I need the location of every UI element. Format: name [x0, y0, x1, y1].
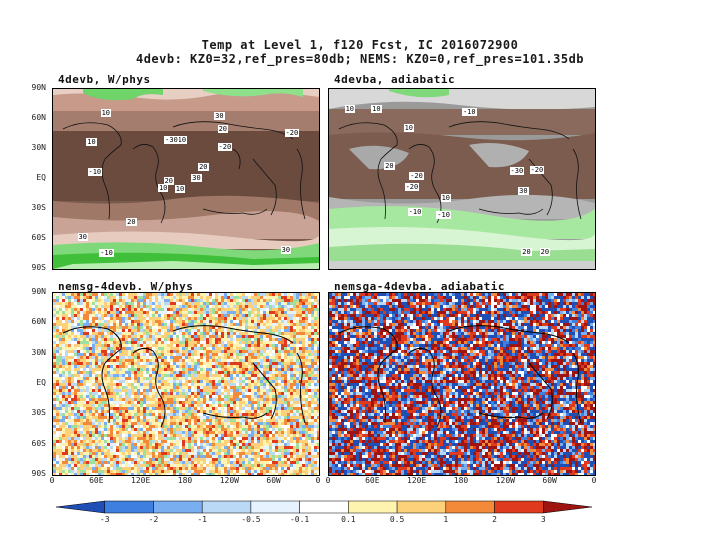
contour-label: 30 [77, 232, 88, 241]
colorbar-segment [153, 500, 203, 514]
contour-label: -10 [99, 248, 114, 257]
colorbar [56, 500, 592, 514]
lat-label: 30N [31, 143, 46, 152]
lon-label: 60W [266, 476, 281, 485]
map-bottom-left [52, 292, 320, 476]
temp-field-top-right [329, 89, 595, 269]
contour-label: 10 [403, 123, 415, 132]
contour-label: 20 [163, 176, 175, 185]
colorbar-segment [56, 500, 105, 514]
contour-label: -20 [409, 172, 424, 181]
contour-label: -10 [436, 210, 451, 219]
contour-label: 30 [191, 174, 202, 183]
contour-label: 30 [280, 246, 292, 255]
lat-label: 90N [31, 83, 46, 92]
contour-label: -10 [87, 167, 103, 176]
map-bottom-right [328, 292, 596, 476]
contour-label: 10 [174, 185, 186, 194]
colorbar-label: -3 [99, 515, 110, 524]
colorbar-segment [104, 500, 154, 514]
map-top-left: 10 10 20 30 20 20 30 10 20 30 10 30 -10 -20 10 -20 -10 -3… [52, 88, 320, 270]
colorbar-segment [494, 500, 544, 514]
lon-label: 60E [89, 476, 104, 485]
lat-label: 90S [31, 263, 46, 272]
contour-label: 10 [100, 108, 112, 117]
temp-field-top-left [53, 89, 319, 269]
lon-label: 0 [325, 476, 331, 485]
lat-label: 90S [31, 468, 46, 478]
contour-label: -20 [217, 143, 233, 152]
contour-label: 10 [176, 136, 188, 145]
lon-label: 120W [219, 476, 239, 485]
lat-label: 30S [31, 203, 46, 212]
contour-labels-top-left: 10 10 20 30 20 20 30 10 20 30 10 30 -10 -20 10 -20 -10 -3… [53, 89, 319, 269]
lat-label: 30S [31, 408, 46, 418]
colorbar-label: 0.5 [389, 515, 405, 524]
lon-label: 120E [407, 476, 427, 485]
contour-label: 10 [344, 104, 356, 113]
panel-title-bottom-left: nemsg-4devb. W/phys [58, 280, 194, 293]
colorbar-label: 1 [443, 515, 449, 524]
colorbar-label: 0.1 [341, 515, 356, 524]
lon-label: 120E [131, 476, 151, 485]
colorbar-label: 3 [540, 515, 546, 524]
contour-label: -30 [509, 166, 525, 175]
lon-label: 0 [591, 476, 597, 485]
colorbar-segment [201, 500, 252, 514]
colorbar-label: 2 [492, 515, 497, 524]
contour-label: -10 [461, 107, 477, 116]
colorbar-segment [250, 500, 300, 514]
title-line-2: 4devb: KZ0=32,ref_pres=80db; NEMS: KZ0=0… [135, 52, 585, 66]
colorbar-segment [396, 500, 447, 514]
colorbar-label: -1 [197, 515, 207, 524]
contour-label: 20 [217, 124, 229, 133]
lon-label: 60E [365, 476, 380, 485]
title-line-1: Temp at Level 1, f120 Fcst, IC 201607290… [201, 38, 519, 52]
colorbar-segment [543, 500, 592, 514]
lat-label: 60N [31, 113, 46, 122]
panel-title-top-left: 4devb, W/phys [58, 73, 151, 86]
difference-field-bottom-left [53, 293, 319, 475]
contour-label: 10 [440, 194, 451, 203]
lat-label: 60N [31, 317, 46, 327]
contour-label: -20 [529, 165, 545, 174]
contour-label: 10 [371, 104, 382, 113]
contour-label: 20 [126, 218, 137, 227]
panel-title-bottom-right: nemsga-4devba. adiabatic [334, 280, 505, 293]
lon-label: 60W [542, 476, 557, 485]
lon-label: 0 [315, 476, 321, 485]
colorbar-segment [445, 500, 495, 514]
lon-label: 180 [177, 476, 193, 485]
contour-label: 20 [198, 162, 209, 171]
map-top-right: 10 20 10 30 20 10 -10 -20 -10 -30 -20 -10 10 20 -20 [328, 88, 596, 270]
difference-field-bottom-right [329, 293, 595, 475]
lon-label: 120W [495, 476, 515, 485]
colorbar-segment [299, 500, 349, 514]
contour-label: -10 [407, 208, 423, 217]
contour-label: 10 [86, 137, 97, 146]
colorbar-label: -2 [148, 515, 159, 524]
contour-label: 30 [518, 186, 529, 195]
contour-label: -20 [284, 129, 300, 138]
contour-label: -30 [164, 135, 179, 144]
lat-label: 90N [31, 287, 46, 296]
contour-label: 20 [539, 247, 551, 256]
lat-label: 30N [31, 347, 46, 357]
lon-label: 0 [49, 476, 55, 485]
lon-label: 180 [453, 476, 469, 485]
contour-labels-top-right: 10 20 10 30 20 10 -10 -20 -10 -30 -20 -10 10 20 -20 [329, 89, 595, 269]
contour-label: -20 [404, 182, 420, 191]
panel-title-top-right: 4devba, adiabatic [334, 73, 456, 86]
colorbar-segment [348, 500, 398, 514]
contour-label: 10 [157, 183, 169, 192]
lat-label: 60S [31, 233, 46, 242]
colorbar-label: -0.5 [241, 515, 261, 524]
contour-label: 20 [384, 161, 395, 170]
contour-label: 30 [214, 112, 225, 121]
contour-label: 20 [521, 247, 532, 256]
lat-label: EQ [36, 377, 46, 387]
colorbar-label: -0.1 [289, 515, 310, 524]
lat-label: EQ [36, 173, 46, 182]
lat-label: 60S [31, 438, 46, 448]
